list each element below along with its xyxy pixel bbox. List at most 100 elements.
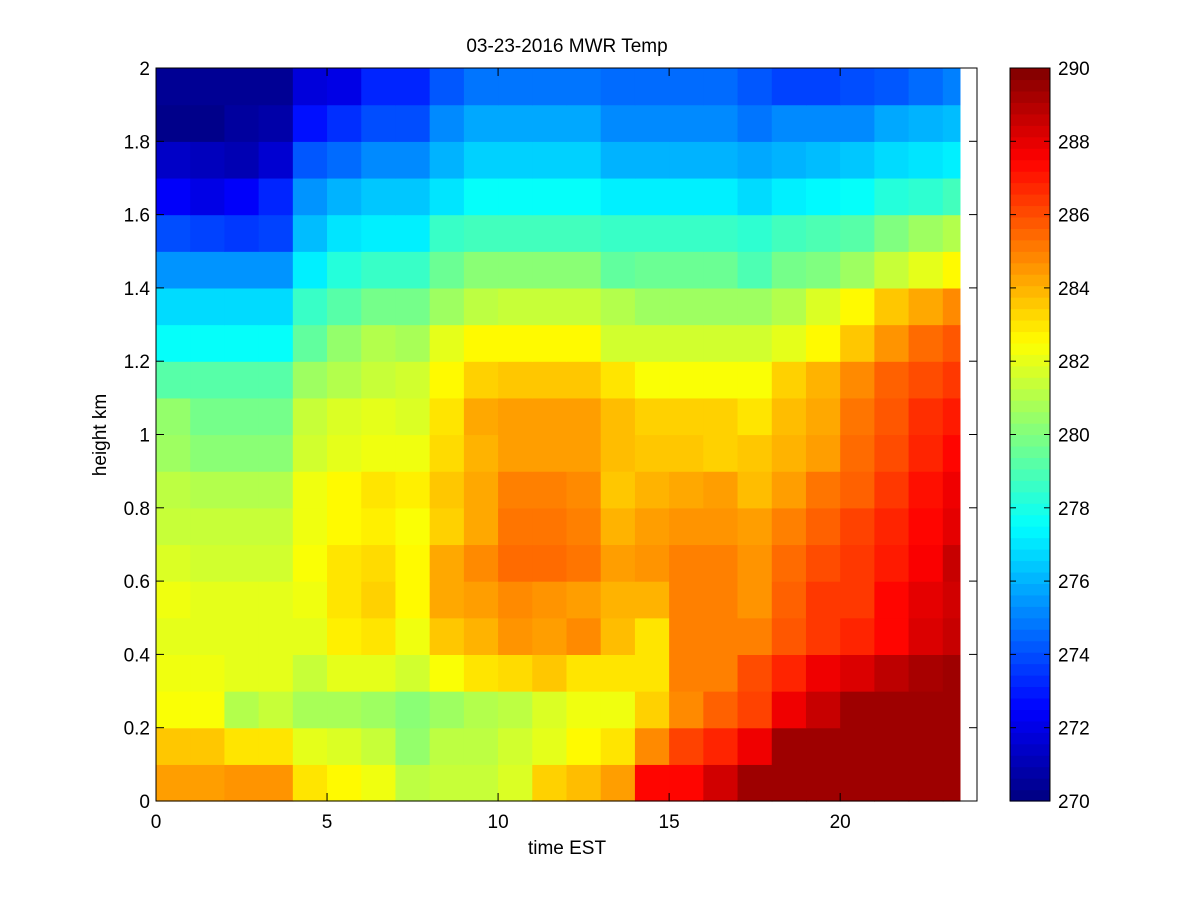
heatmap-cell <box>805 324 841 362</box>
heatmap-cell <box>224 544 260 582</box>
heatmap-cell <box>600 104 636 142</box>
colorbar-tick-label: 272 <box>1058 719 1090 740</box>
heatmap-cell <box>361 68 397 106</box>
colorbar-tick-label: 280 <box>1058 426 1090 447</box>
heatmap-cell <box>327 764 362 802</box>
colorbar-swatch <box>1010 308 1050 321</box>
heatmap-cell <box>600 324 636 362</box>
heatmap-cell <box>840 104 875 142</box>
heatmap-cell <box>737 691 773 729</box>
heatmap-cell <box>840 581 875 619</box>
heatmap-cell <box>874 397 910 436</box>
heatmap-cell <box>634 251 670 289</box>
heatmap-cell <box>292 68 328 106</box>
heatmap-cell <box>942 471 961 509</box>
heatmap-cell <box>532 691 568 729</box>
colorbar-swatch <box>1010 743 1050 756</box>
heatmap-cell <box>361 214 397 252</box>
colorbar-swatch <box>1010 102 1050 115</box>
heatmap-cell <box>429 68 465 106</box>
heatmap-cell <box>532 361 568 399</box>
heatmap-cell <box>429 324 465 362</box>
heatmap-cell <box>566 104 602 142</box>
heatmap-cell <box>498 287 533 326</box>
heatmap-cell <box>498 654 533 692</box>
colorbar-swatch <box>1010 468 1050 481</box>
heatmap-cell <box>805 361 841 399</box>
heatmap-cell <box>463 68 499 106</box>
heatmap-cell <box>634 324 670 362</box>
heatmap-cell <box>669 251 704 289</box>
heatmap-cell <box>292 507 328 546</box>
heatmap-cell <box>566 287 602 326</box>
heatmap-cell <box>395 177 431 216</box>
heatmap-cell <box>258 581 294 619</box>
heatmap-cell <box>840 397 875 436</box>
heatmap-cell <box>771 617 807 655</box>
heatmap-cell <box>600 68 636 106</box>
heatmap-cell <box>190 507 226 546</box>
heatmap-cell <box>327 177 362 216</box>
heatmap-cell <box>771 361 807 399</box>
heatmap-cell <box>634 361 670 399</box>
heatmap-cell <box>190 764 226 802</box>
heatmap-cell <box>463 581 499 619</box>
heatmap-cell <box>840 68 875 106</box>
heatmap-cell <box>771 177 807 216</box>
heatmap-cell <box>429 581 465 619</box>
heatmap-cell <box>566 324 602 362</box>
colorbar-swatch <box>1010 732 1050 745</box>
heatmap-cell <box>771 434 807 472</box>
heatmap-cell <box>908 214 944 252</box>
heatmap-cell <box>156 251 191 289</box>
heatmap-cell <box>942 361 961 399</box>
heatmap-cell <box>703 68 739 106</box>
heatmap-cell <box>395 654 431 692</box>
heatmap-cell <box>942 617 961 655</box>
heatmap-cell <box>327 214 362 252</box>
heatmap-cell <box>737 617 773 655</box>
heatmap-cell <box>634 507 670 546</box>
x-axis-label: time EST <box>528 838 607 859</box>
heatmap-cell <box>190 287 226 326</box>
heatmap-cell <box>327 104 362 142</box>
heatmap-cell <box>874 361 910 399</box>
heatmap-cell <box>156 471 191 509</box>
heatmap-cell <box>258 691 294 729</box>
y-tick-label: 0.6 <box>124 572 150 593</box>
heatmap-cell <box>771 654 807 692</box>
heatmap-cell <box>737 361 773 399</box>
heatmap-cell <box>463 617 499 655</box>
colorbar-tick-label: 290 <box>1058 59 1090 80</box>
colorbar-swatch <box>1010 560 1050 573</box>
heatmap-cell <box>498 251 533 289</box>
heatmap-cell <box>361 361 397 399</box>
heatmap-cell <box>292 141 328 179</box>
heatmap-cell <box>874 434 910 472</box>
heatmap-cell <box>805 654 841 692</box>
heatmap-cell <box>840 251 875 289</box>
heatmap-cell <box>874 104 910 142</box>
heatmap-cell <box>327 471 362 509</box>
heatmap-cell <box>361 727 397 765</box>
heatmap-cell <box>498 214 533 252</box>
colorbar-swatch <box>1010 594 1050 607</box>
heatmap-cell <box>258 361 294 399</box>
heatmap-cell <box>908 581 944 619</box>
heatmap-cell <box>908 397 944 436</box>
heatmap-cell <box>498 617 533 655</box>
colorbar-swatch <box>1010 617 1050 630</box>
heatmap-cell <box>737 544 773 582</box>
heatmap-cell <box>669 507 704 546</box>
heatmap-cell <box>634 617 670 655</box>
heatmap-cell <box>190 727 226 765</box>
heatmap-cell <box>771 691 807 729</box>
colorbar-swatch <box>1010 663 1050 676</box>
heatmap-cell <box>703 727 739 765</box>
heatmap-cell <box>703 581 739 619</box>
heatmap-cell <box>874 617 910 655</box>
heatmap-cell <box>908 104 944 142</box>
heatmap-cell <box>737 397 773 436</box>
heatmap-cell <box>463 764 499 802</box>
heatmap-cell <box>327 324 362 362</box>
